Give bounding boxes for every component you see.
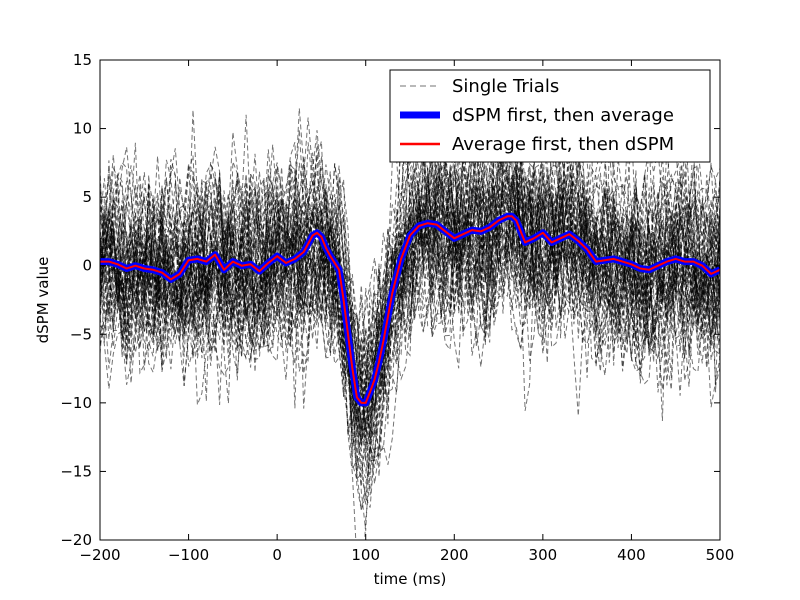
single-trial-line (100, 176, 720, 505)
single-trial-line (100, 196, 720, 508)
average-lines-group (100, 212, 720, 407)
x-axis-label: time (ms) (374, 570, 447, 588)
x-tick-label: 500 (706, 546, 735, 564)
single-trial-line (100, 167, 720, 459)
y-tick-label: −20 (60, 531, 92, 549)
x-axis-ticks: −200 −100 0 100 200 300 400 500 (79, 60, 734, 564)
legend-label-average-first: Average first, then dSPM (452, 134, 674, 155)
single-trial-line (100, 150, 720, 496)
x-tick-label: −200 (79, 546, 120, 564)
y-tick-label: 15 (73, 51, 92, 69)
y-tick-label: −10 (60, 394, 92, 412)
x-tick-label: 0 (272, 546, 282, 564)
single-trial-line (100, 150, 720, 441)
legend-label-dspm-first: dSPM first, then average (452, 105, 674, 126)
single-trial-line (100, 121, 720, 388)
legend-box (389, 69, 711, 163)
legend-label-single-trials: Single Trials (452, 76, 559, 97)
y-tick-label: −5 (70, 325, 92, 343)
x-tick-label: 400 (617, 546, 646, 564)
y-tick-label: −15 (60, 462, 92, 480)
x-tick-label: −100 (168, 546, 209, 564)
single-trial-line (100, 150, 720, 438)
y-axis-ticks: −20 −15 −10 −5 0 5 10 15 (60, 51, 720, 549)
plot-frame (99, 59, 721, 541)
series-average-first-line (100, 215, 720, 404)
x-tick-label: 200 (440, 546, 469, 564)
single-trial-line (100, 129, 720, 458)
x-tick-label: 100 (351, 546, 380, 564)
single-trial-line (100, 141, 720, 413)
y-tick-label: 10 (73, 120, 92, 138)
x-tick-label: 300 (529, 546, 558, 564)
y-tick-label: 0 (82, 257, 92, 275)
legend: Single Trials dSPM first, then average A… (389, 69, 711, 163)
y-axis-label: dSPM value (34, 257, 52, 344)
y-tick-label: 5 (82, 188, 92, 206)
single-trial-line (100, 162, 720, 540)
